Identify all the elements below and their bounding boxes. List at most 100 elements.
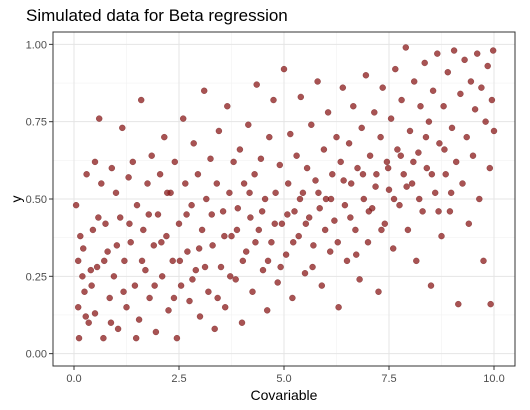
data-point	[272, 189, 279, 197]
x-axis-title: Covariable	[251, 387, 318, 403]
data-point	[356, 276, 363, 283]
data-point	[163, 232, 170, 240]
data-point	[358, 124, 365, 132]
data-point	[364, 239, 372, 246]
data-point	[135, 316, 143, 323]
data-point	[87, 266, 95, 274]
data-point	[425, 118, 433, 125]
data-point	[327, 195, 335, 203]
data-point	[402, 44, 410, 51]
data-point	[295, 232, 302, 240]
data-point	[226, 189, 233, 197]
data-point	[104, 248, 111, 255]
data-point	[326, 248, 334, 255]
data-point	[339, 84, 347, 91]
data-point	[490, 127, 498, 135]
x-tick-label: 2.5	[171, 373, 186, 385]
data-point	[91, 310, 99, 317]
data-point	[144, 180, 151, 187]
data-point	[127, 239, 134, 246]
data-point	[396, 201, 403, 209]
data-point	[246, 189, 253, 197]
data-point	[196, 313, 204, 320]
data-point	[324, 109, 332, 116]
data-point	[428, 171, 436, 178]
data-point	[217, 263, 225, 271]
data-point	[280, 65, 288, 73]
data-point	[473, 50, 481, 57]
data-point	[284, 211, 291, 218]
data-point	[450, 47, 458, 54]
data-point	[176, 257, 184, 265]
data-point	[302, 220, 310, 227]
data-point	[100, 334, 107, 342]
data-point	[182, 180, 189, 187]
data-point	[271, 220, 279, 227]
data-point	[173, 334, 181, 342]
data-point	[427, 282, 435, 289]
data-point	[404, 226, 412, 234]
data-point	[447, 189, 455, 197]
data-point	[429, 87, 437, 95]
data-point	[95, 214, 102, 221]
data-point	[163, 189, 171, 197]
data-point	[148, 152, 155, 159]
data-point	[158, 273, 166, 280]
y-tick-label: 1.00	[26, 39, 47, 51]
data-point	[421, 59, 428, 67]
data-point	[161, 133, 168, 141]
data-point	[152, 328, 160, 336]
data-point	[350, 102, 357, 110]
data-point	[442, 171, 449, 178]
data-point	[320, 146, 328, 153]
data-point	[264, 257, 272, 265]
data-point	[365, 208, 373, 215]
data-point	[170, 294, 178, 302]
data-point	[261, 195, 269, 203]
data-point	[188, 201, 195, 209]
data-point	[415, 149, 422, 156]
data-point	[245, 121, 252, 129]
data-point	[289, 239, 297, 246]
data-point	[259, 266, 267, 274]
data-point	[469, 152, 477, 159]
data-point	[390, 195, 398, 203]
data-point	[441, 146, 448, 153]
data-point	[276, 161, 284, 169]
data-point	[299, 189, 307, 197]
data-point	[446, 208, 454, 215]
data-point	[95, 115, 103, 122]
data-point	[408, 180, 416, 187]
data-point	[282, 251, 290, 258]
data-point	[334, 239, 342, 246]
data-point	[377, 133, 384, 141]
data-point	[211, 325, 218, 333]
data-point	[116, 214, 124, 221]
data-point	[476, 195, 483, 203]
data-point	[341, 201, 349, 209]
data-point	[93, 263, 101, 271]
data-point	[354, 164, 361, 172]
data-point	[383, 158, 391, 166]
data-point	[177, 282, 185, 289]
data-point	[337, 158, 344, 166]
data-point	[488, 96, 496, 104]
data-point	[314, 78, 321, 85]
data-point	[333, 133, 340, 141]
data-point	[303, 164, 311, 172]
axis-ticks: 0.0 2.5 5.0 7.5 10.0 0.00 0.25 0.50 0.75 1.00	[26, 39, 505, 385]
data-point	[360, 195, 368, 203]
data-point	[268, 239, 275, 246]
data-point	[138, 257, 146, 265]
data-point	[125, 174, 132, 181]
data-point	[270, 96, 277, 104]
data-point	[98, 180, 105, 187]
data-point	[179, 115, 187, 122]
data-point	[207, 155, 214, 163]
data-point	[347, 180, 355, 187]
data-point	[198, 226, 206, 234]
data-point	[120, 288, 127, 296]
data-point	[329, 171, 336, 178]
data-point	[190, 140, 197, 147]
data-point	[415, 195, 423, 203]
